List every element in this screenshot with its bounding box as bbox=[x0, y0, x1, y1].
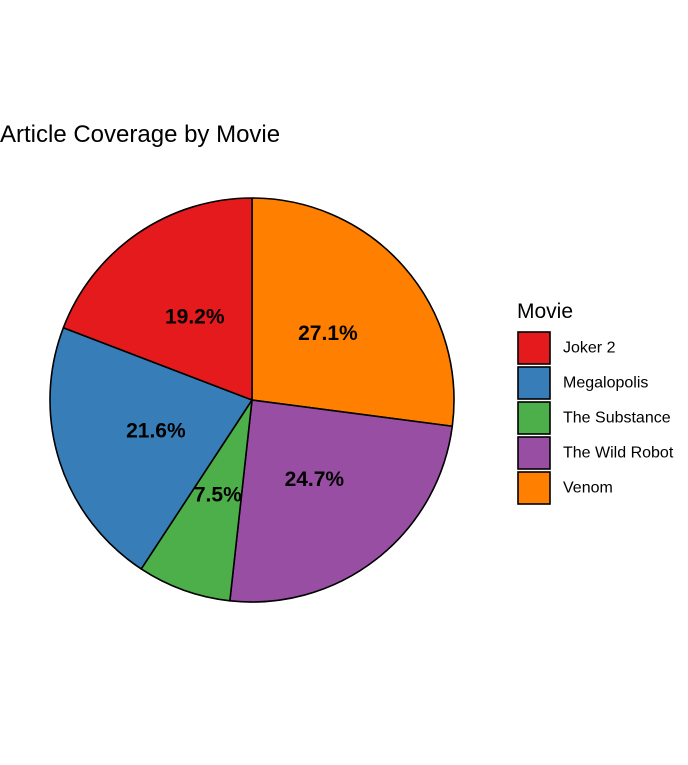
legend: Movie Joker 2 Megalopolis The Substance The… bbox=[517, 300, 674, 505]
slice-label-megalopolis: 21.6% bbox=[126, 420, 186, 443]
legend-label-megalopolis: Megalopolis bbox=[563, 375, 648, 392]
legend-label-the-wild-robot: The Wild Robot bbox=[563, 445, 674, 462]
pie-slice-megalopolis bbox=[49, 326, 253, 570]
chart-title: Article Coverage by Movie bbox=[0, 121, 280, 148]
pie-slices bbox=[49, 197, 455, 603]
pie-slice-the-wild-robot bbox=[229, 399, 454, 603]
slice-label-the-wild-robot: 24.7% bbox=[285, 468, 345, 491]
legend-label-the-substance: The Substance bbox=[563, 410, 671, 427]
slice-labels: 27.1% 24.7% 7.5% 21.6% 19.2% bbox=[126, 305, 358, 506]
legend-key-joker-2 bbox=[517, 331, 551, 365]
legend-key-the-wild-robot bbox=[517, 436, 551, 470]
slice-label-the-substance: 7.5% bbox=[194, 484, 242, 507]
pie-slice-venom bbox=[251, 197, 455, 428]
slice-label-joker-2: 19.2% bbox=[165, 305, 225, 328]
legend-label-venom: Venom bbox=[563, 480, 613, 497]
legend-title: Movie bbox=[517, 300, 573, 323]
pie-slice-joker-2 bbox=[62, 197, 253, 401]
legend-key-venom bbox=[517, 471, 551, 505]
legend-key-the-substance bbox=[517, 401, 551, 435]
legend-label-joker-2: Joker 2 bbox=[563, 340, 616, 357]
pie-slice-the-substance bbox=[140, 399, 253, 602]
slice-label-venom: 27.1% bbox=[298, 322, 358, 345]
legend-key-megalopolis bbox=[517, 366, 551, 400]
